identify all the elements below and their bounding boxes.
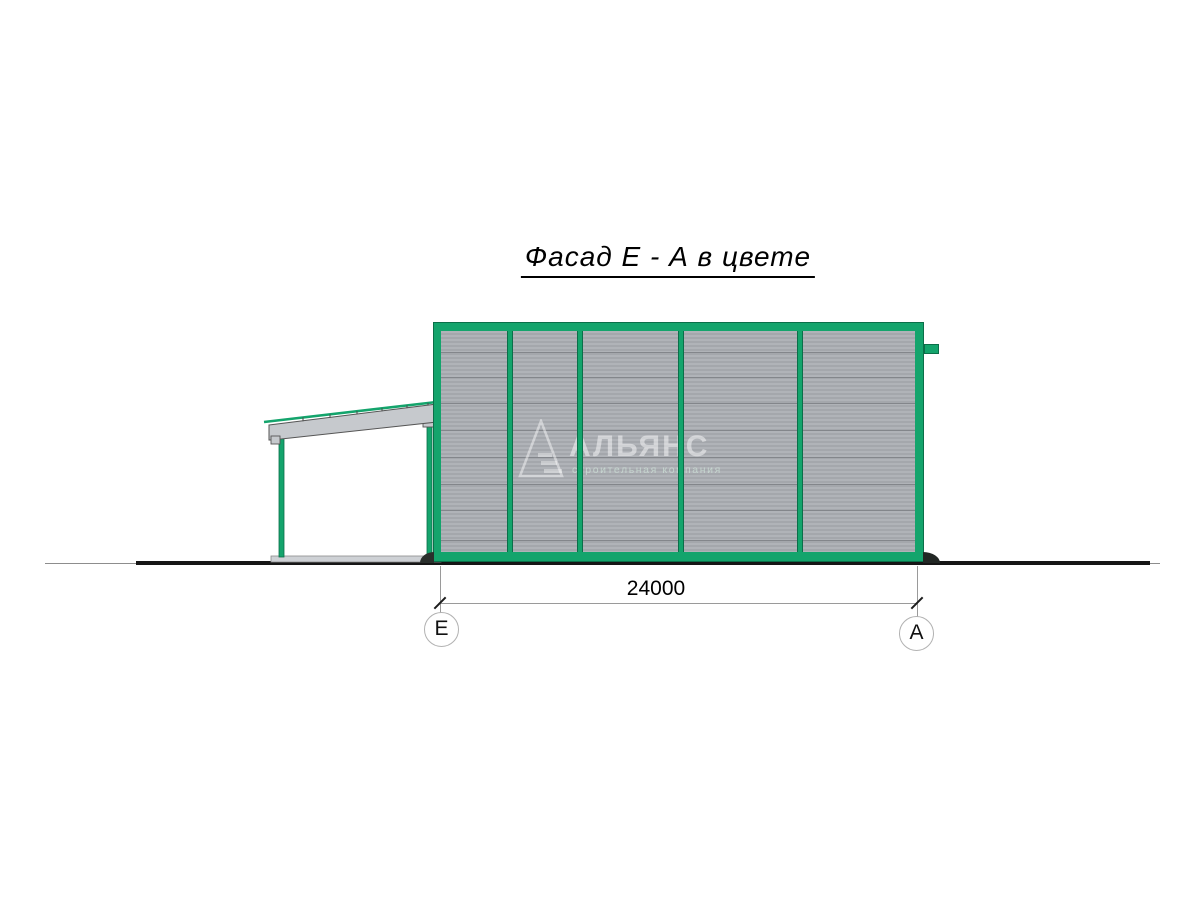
dimension-line	[440, 603, 917, 604]
canopy-beam	[268, 403, 438, 441]
axis-marker-e: Е	[424, 612, 459, 647]
canopy-purlin-ticks	[302, 402, 429, 422]
canopy-foundation	[270, 555, 442, 563]
watermark-company-name: АЛЬЯНС	[569, 430, 710, 463]
alliance-logo-icon	[518, 419, 564, 478]
mullion	[507, 331, 513, 552]
base-flare-right	[923, 552, 940, 563]
ground-line	[136, 561, 1150, 565]
building-facade: АЛЬЯНС строительная компания	[420, 322, 940, 563]
extension-line-a	[917, 566, 918, 617]
dimension-value: 24000	[626, 577, 686, 600]
roof-drain-stub	[924, 344, 939, 354]
canopy-beam-foot	[270, 435, 281, 445]
mullion	[678, 331, 684, 552]
canopy-post-left	[278, 437, 285, 558]
axis-marker-a: А	[899, 616, 934, 651]
extension-line-e	[440, 566, 441, 613]
watermark-subtitle: строительная компания	[572, 464, 722, 476]
canopy-drawing	[263, 400, 442, 563]
wall-panels: АЛЬЯНС строительная компания	[441, 331, 915, 552]
canopy-post-right	[426, 417, 433, 558]
canopy-roof-sheet	[263, 400, 442, 424]
base-flare-left	[420, 552, 434, 563]
mullion	[577, 331, 583, 552]
mullion	[797, 331, 803, 552]
drawing-title: Фасад Е - А в цвете	[520, 241, 816, 278]
